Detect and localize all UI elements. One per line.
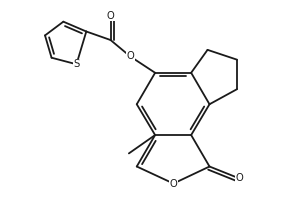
Text: S: S [73,59,80,69]
Text: O: O [170,179,177,188]
Text: O: O [107,11,114,21]
Text: O: O [235,173,243,183]
Text: O: O [126,51,134,61]
